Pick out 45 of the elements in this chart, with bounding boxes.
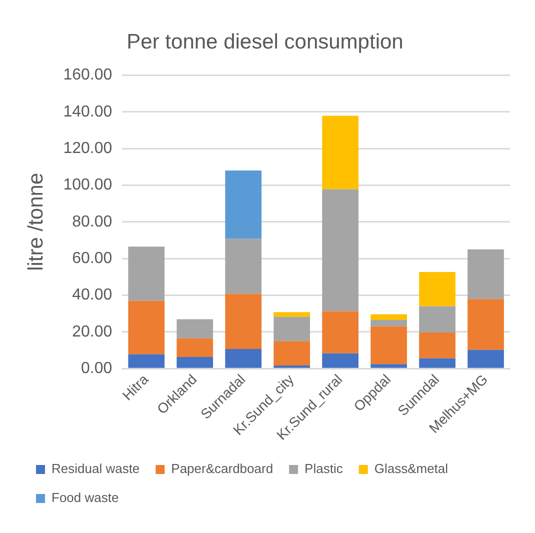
bar — [274, 341, 310, 366]
legend-label: Food waste — [52, 490, 119, 506]
y-axis-title: litre /tonne — [24, 172, 48, 271]
bar — [225, 348, 262, 368]
bar — [128, 246, 165, 301]
y-tick-label: 40.00 — [72, 286, 112, 304]
y-tick-label: 160.00 — [63, 66, 112, 84]
y-tick-label: 80.00 — [72, 213, 112, 230]
bar — [370, 314, 407, 320]
legend-label: Glass&metal — [374, 461, 448, 476]
bar — [322, 353, 358, 368]
bar — [176, 319, 214, 338]
bar — [468, 299, 504, 350]
bar — [225, 294, 262, 349]
bar — [128, 354, 165, 368]
y-tick-label: 120.00 — [63, 140, 112, 157]
y-tick-label: 0.00 — [80, 360, 112, 377]
bar — [468, 249, 504, 300]
bar — [370, 320, 407, 326]
bar — [419, 272, 456, 306]
legend-label: Residual waste — [52, 461, 140, 476]
legend-label: Plastic — [304, 461, 344, 476]
bar — [322, 311, 358, 354]
bar — [322, 116, 358, 190]
bar — [419, 306, 456, 332]
bar — [419, 358, 456, 368]
bar — [225, 238, 262, 294]
bar — [128, 300, 165, 354]
bar — [274, 365, 310, 368]
bar — [322, 189, 358, 312]
y-tick-label: 20.00 — [72, 323, 112, 340]
bar — [370, 326, 407, 364]
bar — [176, 357, 214, 368]
bar — [274, 312, 310, 317]
y-tick-label: 60.00 — [72, 250, 112, 267]
bar — [468, 350, 504, 368]
legend-label: Paper&cardboard — [171, 461, 274, 476]
bar — [370, 364, 407, 368]
bar — [176, 338, 214, 358]
bar — [274, 316, 310, 342]
bar — [225, 170, 262, 239]
y-tick-label: 100.00 — [63, 176, 112, 194]
chart-title: Per tonne diesel consumption — [126, 30, 404, 54]
y-tick-label: 140.00 — [63, 103, 112, 120]
bar — [419, 332, 456, 358]
